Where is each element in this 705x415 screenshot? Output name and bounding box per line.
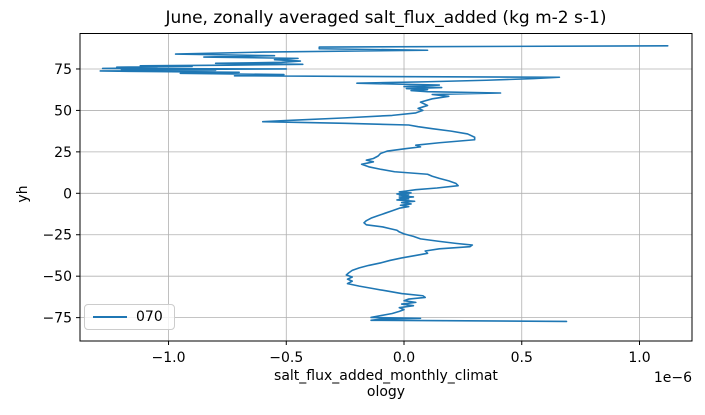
y-tick-label: −75 [42,311,72,327]
x-tick-label: 0.5 [511,350,533,366]
chart-title: June, zonally averaged salt_flux_added (… [165,8,607,28]
legend: 070 [84,304,175,330]
x-tick-label: −0.5 [269,350,303,366]
y-tick-label: −25 [42,228,72,244]
y-tick-label: 25 [54,145,72,161]
x-tick-label: −1.0 [152,350,186,366]
x-axis-label-line2: ology [366,384,406,400]
legend-line-sample [93,316,127,318]
axes-border [79,33,693,342]
y-axis-label: yh [15,185,31,203]
x-axis-label-line1: salt_flux_added_monthly_climat [274,368,498,384]
legend-label: 070 [136,309,163,325]
x-tick-label: 0.0 [393,350,415,366]
x-axis-offset-label: 1e−6 [653,370,692,386]
y-tick-label: 50 [54,103,72,119]
y-tick-label: 0 [63,186,72,202]
y-tick-label: −50 [42,269,72,285]
x-tick-label: 1.0 [628,350,650,366]
y-tick-label: 75 [54,62,72,78]
series-line-070 [99,44,669,323]
